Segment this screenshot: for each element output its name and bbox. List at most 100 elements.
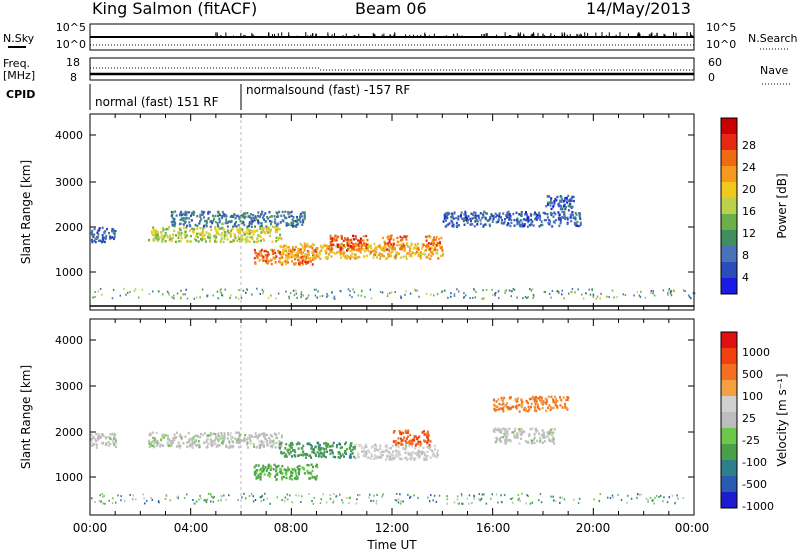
heatmap-cell <box>328 253 331 256</box>
heatmap-cell <box>325 447 328 451</box>
heatmap-cell <box>210 433 213 436</box>
heatmap-cell <box>197 232 200 235</box>
heatmap-cell <box>562 396 565 399</box>
heatmap-cell <box>300 252 303 256</box>
heatmap-cell <box>217 432 220 435</box>
heatmap-cell <box>414 435 417 438</box>
colorbar-swatch <box>721 134 737 151</box>
heatmap-cell <box>225 498 227 501</box>
heatmap-cell <box>419 443 422 446</box>
heatmap-cell <box>382 450 385 453</box>
heatmap-cell <box>137 296 140 299</box>
heatmap-cell <box>420 451 423 455</box>
heatmap-cell <box>287 249 290 252</box>
heatmap-cell <box>527 219 530 222</box>
heatmap-cell <box>516 434 519 437</box>
heatmap-cell <box>114 501 117 504</box>
heatmap-cell <box>559 219 562 222</box>
heatmap-cell <box>545 400 548 403</box>
heatmap-cell <box>346 237 349 240</box>
heatmap-cell <box>361 289 363 292</box>
heatmap-cell <box>441 290 444 293</box>
heatmap-cell <box>436 449 439 452</box>
heatmap-cell <box>500 407 503 411</box>
heatmap-cell <box>395 251 398 254</box>
heatmap-cell <box>281 251 284 255</box>
heatmap-cell <box>235 431 238 434</box>
heatmap-cell <box>535 215 538 218</box>
heatmap-cell <box>394 248 397 251</box>
heatmap-cell <box>558 224 561 228</box>
heatmap-cell <box>547 222 550 225</box>
heatmap-cell <box>220 499 222 502</box>
heatmap-cell <box>119 294 122 297</box>
heatmap-cell <box>224 231 227 234</box>
heatmap-cell <box>206 235 209 239</box>
heatmap-cell <box>490 214 493 218</box>
heatmap-cell <box>346 239 349 242</box>
heatmap-cell <box>195 234 198 238</box>
heatmap-cell <box>266 497 269 500</box>
heatmap-cell <box>217 211 220 214</box>
heatmap-cell <box>216 290 219 293</box>
heatmap-cell <box>235 441 238 444</box>
heatmap-cell <box>573 498 575 501</box>
heatmap-cell <box>281 256 284 259</box>
heatmap-cell <box>262 440 265 444</box>
heatmap-cell <box>112 237 115 241</box>
heatmap-cell <box>577 288 579 291</box>
heatmap-cell <box>297 454 300 457</box>
heatmap-cell <box>470 502 473 505</box>
heatmap-cell <box>532 224 535 227</box>
heatmap-cell <box>578 224 581 228</box>
heatmap-cell <box>141 288 144 291</box>
heatmap-cell <box>125 293 127 296</box>
heatmap-cell <box>117 494 119 497</box>
heatmap-cell <box>333 492 335 495</box>
heatmap-cell <box>177 231 180 234</box>
heatmap-cell <box>246 441 249 444</box>
heatmap-cell <box>248 240 251 243</box>
heatmap-cell <box>397 445 400 448</box>
heatmap-cell <box>253 435 256 439</box>
heatmap-cell <box>276 473 279 476</box>
heatmap-cell <box>423 433 426 436</box>
heatmap-cell <box>531 427 534 430</box>
heatmap-cell <box>452 225 455 228</box>
heatmap-cell <box>188 223 191 227</box>
heatmap-cell <box>238 231 241 235</box>
heatmap-cell <box>432 499 434 502</box>
heatmap-cell <box>546 212 549 216</box>
heatmap-cell <box>211 221 214 225</box>
heatmap-cell <box>563 213 566 216</box>
heatmap-cell <box>425 244 428 248</box>
heatmap-cell <box>426 246 429 249</box>
heatmap-cell <box>525 399 528 403</box>
heatmap-cell <box>526 440 529 444</box>
heatmap-cell <box>364 454 367 457</box>
heatmap-cell <box>392 454 395 457</box>
heatmap-cell <box>428 444 431 447</box>
heatmap-cell <box>528 397 531 401</box>
beam-title: Beam 06 <box>355 0 427 18</box>
heatmap-cell <box>273 432 276 436</box>
heatmap-cell <box>170 239 173 243</box>
heatmap-cell <box>153 438 156 441</box>
heatmap-cell <box>415 453 418 457</box>
heatmap-cell <box>379 255 382 259</box>
heatmap-cell <box>336 251 339 254</box>
heatmap-cell <box>401 438 404 442</box>
heatmap-cell <box>574 217 577 221</box>
heatmap-cell <box>422 243 425 246</box>
heatmap-cell <box>509 438 512 442</box>
heatmap-cell <box>418 454 421 458</box>
heatmap-cell <box>419 252 422 255</box>
heatmap-cell <box>404 451 407 455</box>
heatmap-cell <box>427 253 430 256</box>
heatmap-cell <box>203 432 206 435</box>
heatmap-cell <box>498 430 501 434</box>
heatmap-cell <box>563 498 566 501</box>
heatmap-cell <box>238 431 241 434</box>
heatmap-cell <box>497 220 500 224</box>
heatmap-cell <box>314 477 317 480</box>
